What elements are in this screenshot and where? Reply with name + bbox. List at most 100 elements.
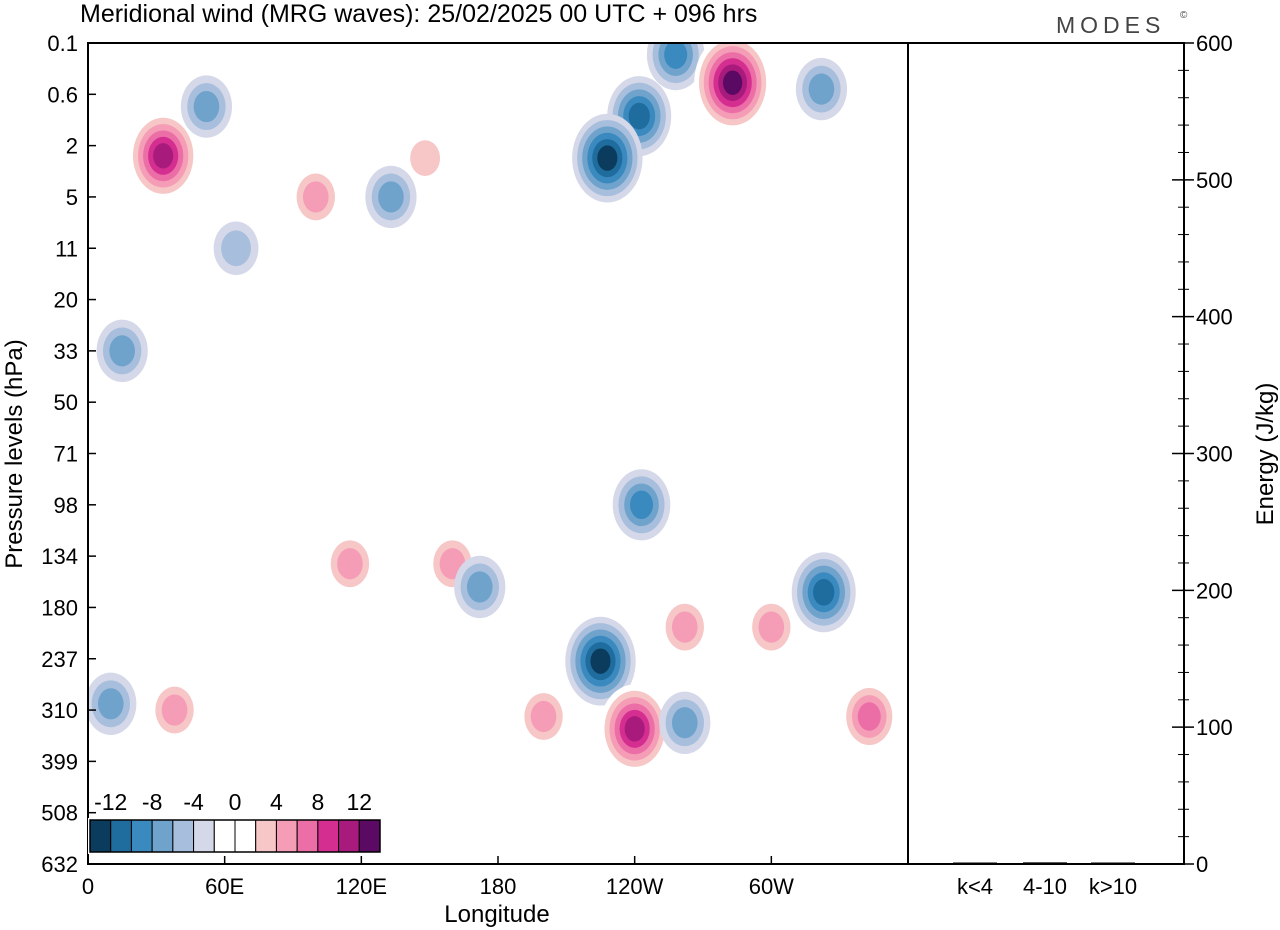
energy-bars: k<4 4-10 k>10 (953, 862, 1137, 899)
y-tick-label: 98 (54, 493, 78, 518)
colorbar-label: 12 (346, 789, 372, 815)
energy-category-label: 4-10 (1023, 874, 1067, 899)
contour-level (671, 611, 698, 643)
contour-field (88, 43, 899, 774)
y-tick-label: 5 (66, 185, 78, 210)
y-axis: 0.1 0.6 2 5 11 20 33 50 71 98 134 180 237 310 399 508 63… (41, 31, 96, 877)
energy-bar (1091, 862, 1135, 864)
colorbar-swatch (213, 819, 236, 853)
contour-level (808, 73, 835, 105)
contour-level (466, 571, 493, 603)
contour-level (590, 648, 611, 674)
energy-tick-label: 600 (1196, 31, 1233, 56)
colorbar-swatch (172, 819, 195, 853)
contour-blob (148, 678, 201, 742)
contour-blob (402, 131, 448, 185)
colorbar-swatch (275, 819, 298, 853)
contour-level (530, 700, 557, 733)
y-axis-title: Pressure levels (hPa) (1, 339, 28, 568)
brand-logo: MODES (1056, 12, 1165, 38)
contour-level (153, 143, 174, 169)
colorbar-swatch (130, 819, 153, 853)
colorbar-swatch (338, 819, 360, 853)
contour-level (378, 181, 404, 213)
colorbar-swatch (255, 819, 277, 853)
contour-blob (454, 555, 506, 619)
contour-blob (96, 319, 148, 383)
contour-blob (599, 684, 670, 774)
contour-level (723, 70, 743, 95)
contour-level (221, 230, 251, 267)
contour-blob (659, 595, 711, 659)
y-tick-label: 33 (54, 339, 78, 364)
x-tick-label: 60E (205, 874, 244, 899)
contour-blob (745, 595, 797, 659)
contour-level (302, 181, 329, 213)
contour-level (624, 716, 645, 742)
energy-panel-frame (907, 42, 1185, 865)
contour-blob (572, 113, 643, 203)
x-axis-title: Longitude (444, 901, 549, 928)
colorbar-label: 8 (311, 789, 324, 815)
colorbar-label: 4 (270, 789, 283, 815)
contour-blob (791, 552, 856, 633)
colorbar-label: -4 (183, 789, 204, 815)
contour-level (97, 688, 124, 720)
contour-level (628, 102, 650, 130)
energy-tick-label: 300 (1196, 442, 1233, 467)
contour-level (671, 707, 698, 739)
x-tick-label: 120W (606, 874, 664, 899)
energy-tick-label: 200 (1196, 578, 1233, 603)
y-tick-label: 71 (54, 442, 78, 467)
energy-axis-title: Energy (J/kg) (1252, 383, 1279, 526)
contour-blob (290, 165, 342, 229)
y-tick-label: 180 (41, 595, 78, 620)
contour-level (161, 694, 188, 726)
energy-bar (953, 862, 997, 864)
y-tick-label: 20 (54, 288, 78, 313)
contour-blob (180, 75, 233, 138)
y-tick-label: 134 (41, 544, 78, 569)
energy-bar (1023, 862, 1067, 864)
energy-category-label: k<4 (957, 874, 993, 899)
contour-level (629, 490, 654, 520)
y-tick-label: 237 (41, 647, 78, 672)
colorbar-swatch (151, 819, 174, 853)
chart-title: Meridional wind (MRG waves): 25/02/2025 … (80, 0, 757, 28)
contour-level (664, 43, 688, 69)
contour-blob (565, 616, 636, 706)
contour-level (337, 548, 363, 580)
brand-mark: © (1180, 10, 1188, 21)
contour-blob (612, 469, 671, 541)
contour-blob (840, 680, 899, 753)
x-tick-label: 0 (82, 874, 94, 899)
x-tick-label: 120E (336, 874, 387, 899)
y-tick-label: 399 (41, 749, 78, 774)
contour-level (857, 702, 881, 731)
energy-tick-label: 400 (1196, 305, 1233, 330)
colorbar-swatch (193, 819, 215, 853)
contour-level (410, 140, 441, 176)
energy-tick-label: 100 (1196, 715, 1233, 740)
contour-blob (517, 685, 570, 748)
colorbar-swatch (358, 819, 381, 853)
y-tick-label: 2 (66, 134, 78, 159)
x-axis: 0 60E 120E 180 120W 60W (82, 856, 794, 899)
y-tick-label: 0.6 (47, 82, 78, 107)
contour-level (193, 90, 220, 123)
contour-level (597, 145, 618, 171)
colorbar-swatch (89, 819, 112, 853)
colorbar-swatch (110, 819, 132, 853)
colorbar-frame (89, 819, 381, 853)
contour-blob (694, 43, 771, 132)
x-tick-label: 180 (480, 874, 517, 899)
colorbar-swatch (296, 819, 319, 853)
contour-blob (646, 43, 705, 91)
y-tick-label: 508 (41, 801, 78, 826)
energy-category-label: k>10 (1089, 874, 1137, 899)
x-tick-label: 60W (749, 874, 794, 899)
colorbar-label: -12 (94, 789, 127, 815)
contour-level (109, 335, 135, 367)
contour-level (813, 578, 835, 606)
